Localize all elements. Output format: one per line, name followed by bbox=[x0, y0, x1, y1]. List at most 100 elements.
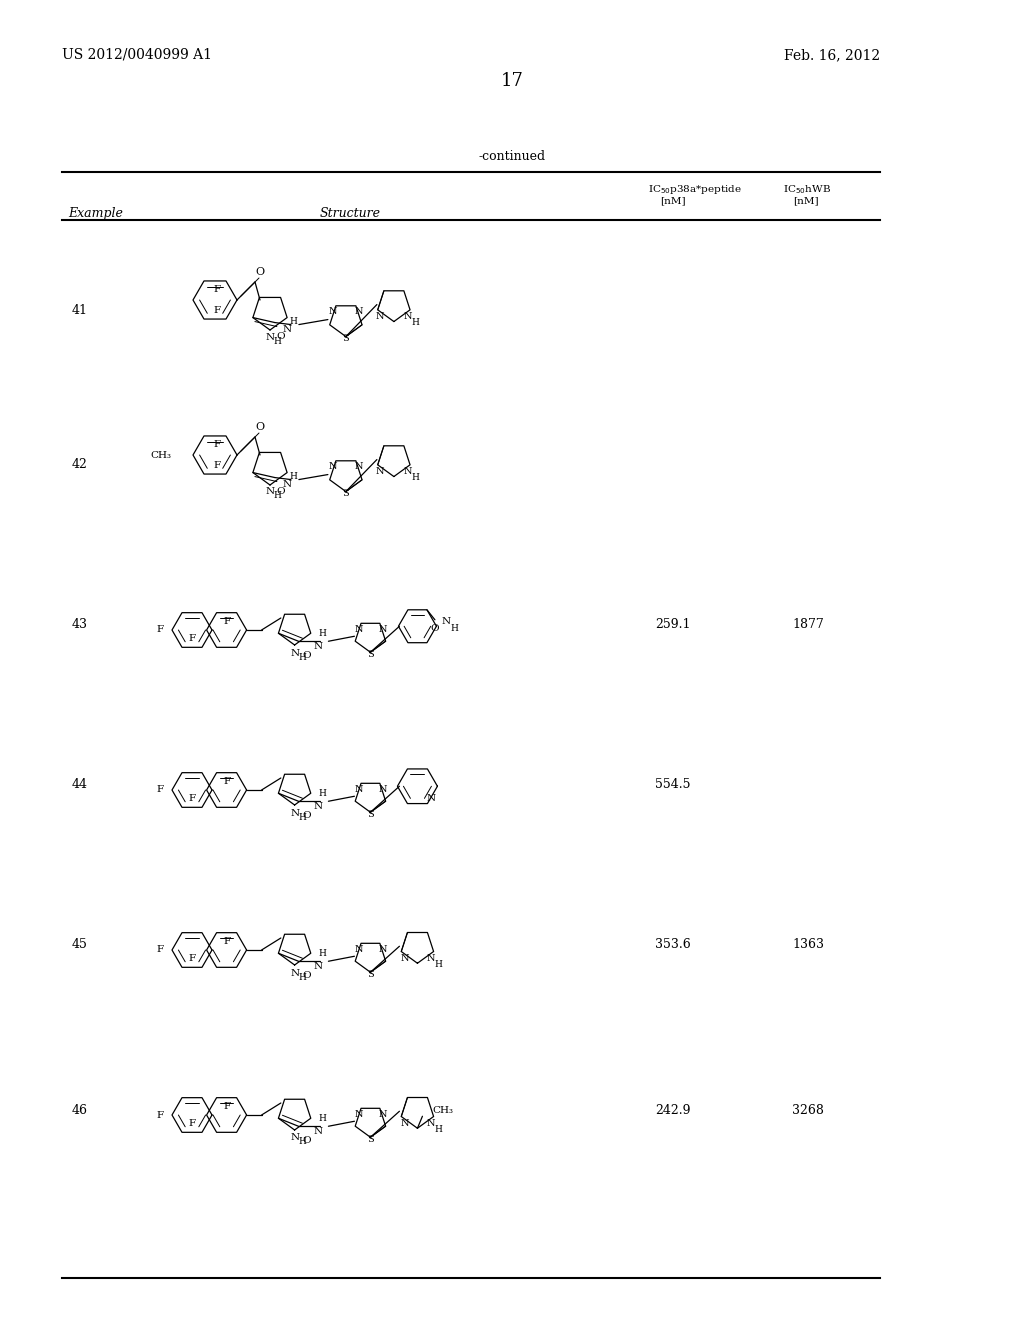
Text: Structure: Structure bbox=[319, 207, 381, 220]
Text: N: N bbox=[400, 1119, 409, 1127]
Text: N: N bbox=[314, 801, 323, 810]
Text: N: N bbox=[283, 325, 292, 334]
Text: O: O bbox=[302, 651, 310, 660]
Text: N: N bbox=[426, 1119, 434, 1127]
Text: H: H bbox=[299, 973, 306, 982]
Text: 45: 45 bbox=[72, 939, 88, 952]
Text: H: H bbox=[318, 628, 327, 638]
Text: 1363: 1363 bbox=[792, 939, 824, 952]
Text: S: S bbox=[367, 970, 374, 978]
Text: N: N bbox=[314, 962, 323, 970]
Text: 3268: 3268 bbox=[792, 1104, 824, 1117]
Text: 1877: 1877 bbox=[792, 619, 823, 631]
Text: N: N bbox=[378, 1110, 387, 1119]
Text: N: N bbox=[354, 624, 362, 634]
Text: N: N bbox=[376, 312, 384, 321]
Text: F: F bbox=[223, 937, 230, 946]
Text: 46: 46 bbox=[72, 1104, 88, 1117]
Text: F: F bbox=[157, 785, 164, 795]
Text: 242.9: 242.9 bbox=[655, 1104, 690, 1117]
Text: F: F bbox=[188, 793, 196, 803]
Text: 42: 42 bbox=[72, 458, 88, 471]
Text: 353.6: 353.6 bbox=[655, 939, 691, 952]
Text: F: F bbox=[223, 777, 230, 787]
Text: 17: 17 bbox=[501, 73, 523, 90]
Text: IC$_{50}$hWB: IC$_{50}$hWB bbox=[783, 183, 831, 195]
Text: N: N bbox=[290, 1134, 299, 1143]
Text: H: H bbox=[299, 1138, 306, 1147]
Text: O: O bbox=[276, 487, 286, 496]
Text: N: N bbox=[442, 616, 451, 626]
Text: N: N bbox=[329, 462, 337, 471]
Text: CH₃: CH₃ bbox=[150, 450, 171, 459]
Text: H: H bbox=[290, 317, 298, 326]
Text: O: O bbox=[302, 1135, 310, 1144]
Text: O: O bbox=[302, 810, 310, 820]
Text: N: N bbox=[290, 969, 299, 978]
Text: F: F bbox=[223, 618, 230, 626]
Text: N: N bbox=[354, 462, 364, 471]
Text: H: H bbox=[412, 473, 420, 482]
Text: S: S bbox=[342, 490, 349, 498]
Text: F: F bbox=[213, 285, 220, 294]
Text: F: F bbox=[213, 461, 220, 470]
Text: Example: Example bbox=[68, 207, 123, 220]
Text: N: N bbox=[329, 308, 337, 315]
Text: H: H bbox=[299, 813, 306, 821]
Text: O: O bbox=[276, 333, 286, 341]
Text: S: S bbox=[342, 334, 349, 343]
Text: N: N bbox=[378, 785, 387, 793]
Text: N: N bbox=[314, 642, 323, 651]
Text: O: O bbox=[431, 624, 439, 634]
Text: H: H bbox=[318, 1114, 327, 1123]
Text: H: H bbox=[434, 960, 442, 969]
Text: H: H bbox=[299, 652, 306, 661]
Text: S: S bbox=[367, 809, 374, 818]
Text: N: N bbox=[314, 1127, 323, 1135]
Text: F: F bbox=[157, 945, 164, 954]
Text: N: N bbox=[354, 308, 364, 315]
Text: H: H bbox=[318, 789, 327, 797]
Text: N: N bbox=[265, 487, 274, 496]
Text: H: H bbox=[412, 318, 420, 327]
Text: H: H bbox=[290, 473, 298, 480]
Text: S: S bbox=[367, 649, 374, 659]
Text: -continued: -continued bbox=[478, 150, 546, 162]
Text: [nM]: [nM] bbox=[660, 195, 686, 205]
Text: N: N bbox=[265, 333, 274, 342]
Text: F: F bbox=[213, 305, 220, 314]
Text: Feb. 16, 2012: Feb. 16, 2012 bbox=[784, 48, 880, 62]
Text: F: F bbox=[157, 626, 164, 635]
Text: F: F bbox=[188, 634, 196, 643]
Text: CH₃: CH₃ bbox=[432, 1106, 454, 1115]
Text: N: N bbox=[290, 648, 299, 657]
Text: H: H bbox=[451, 624, 459, 632]
Text: N: N bbox=[354, 785, 362, 793]
Text: N: N bbox=[290, 808, 299, 817]
Text: N: N bbox=[403, 467, 412, 477]
Text: F: F bbox=[223, 1102, 230, 1111]
Text: O: O bbox=[255, 267, 264, 277]
Text: F: F bbox=[157, 1110, 164, 1119]
Text: N: N bbox=[378, 624, 387, 634]
Text: N: N bbox=[427, 795, 436, 803]
Text: N: N bbox=[378, 945, 387, 954]
Text: 259.1: 259.1 bbox=[655, 619, 690, 631]
Text: N: N bbox=[283, 480, 292, 490]
Text: N: N bbox=[400, 954, 409, 962]
Text: H: H bbox=[318, 949, 327, 958]
Text: H: H bbox=[273, 491, 281, 500]
Text: US 2012/0040999 A1: US 2012/0040999 A1 bbox=[62, 48, 212, 62]
Text: F: F bbox=[188, 954, 196, 962]
Text: 41: 41 bbox=[72, 304, 88, 317]
Text: N: N bbox=[376, 467, 384, 477]
Text: 44: 44 bbox=[72, 779, 88, 792]
Text: S: S bbox=[367, 1135, 374, 1143]
Text: N: N bbox=[354, 945, 362, 954]
Text: H: H bbox=[273, 337, 281, 346]
Text: 43: 43 bbox=[72, 619, 88, 631]
Text: O: O bbox=[302, 970, 310, 979]
Text: IC$_{50}$p38a*peptide: IC$_{50}$p38a*peptide bbox=[648, 183, 742, 195]
Text: H: H bbox=[434, 1125, 442, 1134]
Text: [nM]: [nM] bbox=[793, 195, 818, 205]
